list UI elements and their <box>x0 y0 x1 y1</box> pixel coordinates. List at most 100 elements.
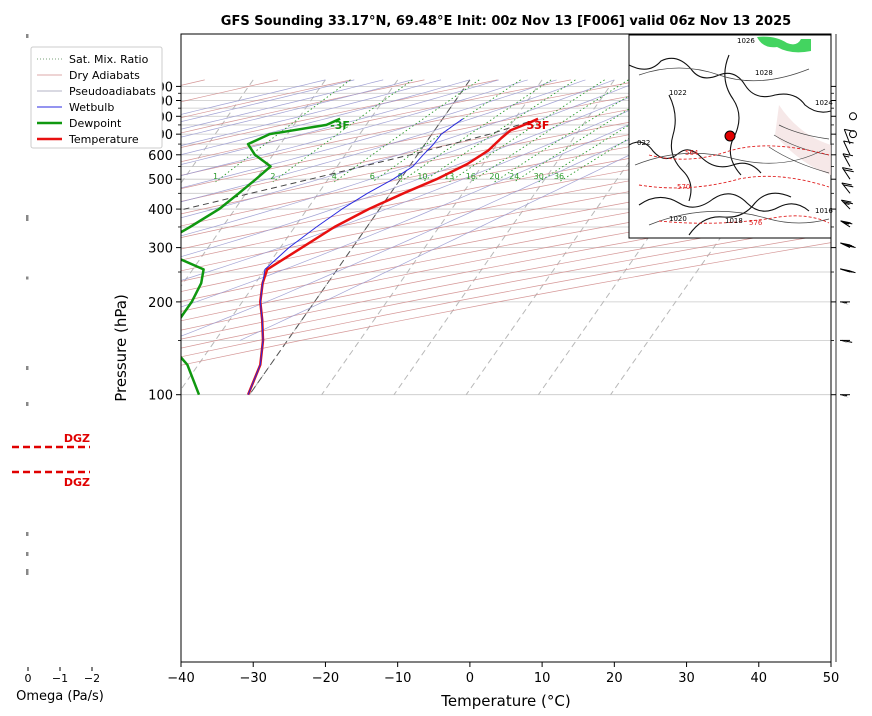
pseudoadiabat <box>181 79 470 155</box>
legend-label: Dry Adiabats <box>69 69 140 82</box>
inset-coastline <box>724 54 742 176</box>
mixing-ratio-line <box>215 79 351 183</box>
inset-shade-area <box>775 105 831 175</box>
dry-adiabat <box>181 224 831 349</box>
inset-coastline <box>628 141 762 174</box>
inset-contour-label: 564 <box>685 149 699 157</box>
inset-contour-label: 1016 <box>815 207 833 215</box>
y-axis-label: Pressure (hPa) <box>112 294 130 402</box>
barb-staff <box>840 199 851 210</box>
pseudoadiabat <box>181 79 644 237</box>
inset-coastline <box>688 192 792 236</box>
barb-half <box>847 270 853 273</box>
inset-map: 1026 1028 1022 1020 1018 1016 1024 564 570 576 022 <box>628 34 833 239</box>
mixing-ratio-line <box>470 79 629 183</box>
wind-barb <box>840 301 850 305</box>
barb-half <box>842 301 848 304</box>
inset-isobar <box>638 67 810 82</box>
pseudoadiabat <box>181 79 557 189</box>
pseudoadiabat <box>181 79 442 146</box>
x-tick-label: −40 <box>167 671 194 686</box>
inset-contour-label: 1022 <box>669 89 687 97</box>
inset-contour-label: 1026 <box>737 37 755 45</box>
inset-height-contour <box>658 215 830 224</box>
omega-bar <box>26 34 29 38</box>
omega-bar <box>26 552 29 556</box>
mixing-ratio-label: 24 <box>509 172 519 181</box>
barb-full <box>842 221 853 225</box>
barb-full <box>843 169 854 173</box>
y-tick-label: 600 <box>148 149 173 164</box>
dry-adiabat <box>181 165 831 292</box>
axis-ticks: 1002003004005006007008009001000−40−30−20… <box>140 80 839 686</box>
legend-label: Temperature <box>68 133 139 146</box>
barb-full <box>840 220 851 224</box>
omega-bar <box>26 276 29 280</box>
inset-precip-area <box>757 36 811 53</box>
inset-coastline <box>668 94 692 202</box>
x-tick-label: 20 <box>606 671 623 686</box>
x-tick-label: 50 <box>823 671 840 686</box>
legend-label: Wetbulb <box>69 101 114 114</box>
dry-adiabat <box>181 205 831 331</box>
plot-frame <box>180 33 832 663</box>
x-tick-label: −30 <box>240 671 267 686</box>
pseudoadiabat <box>181 79 326 115</box>
inset-height-contour <box>648 145 830 160</box>
inset-contour-label: 1024 <box>815 99 833 107</box>
pseudoadiabat <box>181 79 413 138</box>
barb-staff <box>841 182 851 194</box>
pseudoadiabat <box>181 79 384 130</box>
barb-staff <box>842 153 851 167</box>
dry-adiabat <box>181 109 831 238</box>
dry-adiabat <box>181 242 831 366</box>
barb-flag <box>840 340 849 344</box>
wind-barb <box>840 268 856 274</box>
omega-bar <box>26 215 29 221</box>
dry-adiabat <box>181 196 831 322</box>
inset-contour-label: 022 <box>637 139 650 147</box>
omega-tick-0: 0 <box>25 672 32 685</box>
barb-staff <box>840 220 851 228</box>
barb-flag <box>840 301 849 305</box>
legend: Sat. Mix. Ratio Dry Adiabats Pseudoadiabat… <box>30 46 163 149</box>
mixing-ratio-label: 13 <box>444 172 454 181</box>
legend-label: Sat. Mix. Ratio <box>69 53 149 66</box>
mixing-ratio-label: 8 <box>398 172 403 181</box>
mixing-ratio-label: 4 <box>332 172 337 181</box>
omega-bar <box>26 366 29 370</box>
pseudoadiabat <box>181 79 499 165</box>
parcel-path <box>181 118 539 211</box>
calm-wind-circle <box>849 112 857 121</box>
omega-bar <box>26 402 29 406</box>
dry-adiabat <box>181 233 831 358</box>
wind-barb <box>843 140 854 156</box>
barb-half <box>844 155 850 158</box>
mixing-ratio-label: 20 <box>489 172 499 181</box>
wind-barb <box>840 339 853 344</box>
series-group: 53F -3F <box>181 117 549 396</box>
pseudoadiabat <box>181 79 355 123</box>
barb-full <box>842 153 854 157</box>
inset-contour-label: 570 <box>677 183 690 191</box>
legend-label: Dewpoint <box>69 117 122 130</box>
isotherm-10 <box>321 79 543 395</box>
isotherm--20 <box>181 79 326 288</box>
barb-flag <box>840 394 849 398</box>
dry-adiabat <box>181 176 831 302</box>
barb-full <box>841 199 852 203</box>
mixing-ratio-label: 1 <box>213 172 218 181</box>
x-axis-label: Temperature (°C) <box>440 692 570 710</box>
surface-dewpoint-label: -3F <box>330 119 350 132</box>
legend-label: Pseudoadiabats <box>69 85 156 98</box>
barb-full <box>845 244 856 248</box>
omega-tick-2: −2 <box>84 672 100 685</box>
y-tick-label: 300 <box>148 242 173 257</box>
inset-location-marker <box>724 130 736 142</box>
isotherm--30 <box>181 79 254 184</box>
omega-marks <box>26 34 29 575</box>
mixing-ratio-line <box>334 79 480 183</box>
y-tick-label: 500 <box>148 173 173 188</box>
